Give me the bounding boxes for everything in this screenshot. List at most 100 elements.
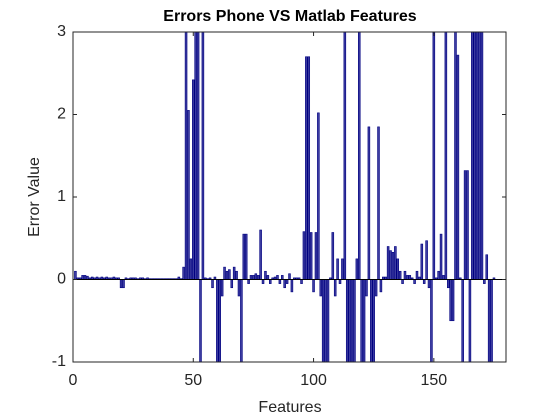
bar — [451, 279, 455, 322]
bar — [398, 270, 402, 280]
bar — [456, 54, 460, 280]
bar — [232, 266, 236, 280]
x-tick-label: 50 — [184, 372, 202, 389]
bar — [264, 270, 267, 280]
bar — [119, 279, 123, 289]
bar — [300, 279, 303, 284]
bar — [444, 32, 448, 280]
y-tick-label: -1 — [52, 353, 66, 370]
bar — [235, 270, 238, 280]
bar — [391, 251, 395, 280]
bar — [367, 126, 371, 280]
plot-area — [73, 32, 506, 362]
bar — [432, 32, 436, 280]
bar — [406, 275, 409, 280]
bar — [483, 279, 486, 284]
bar — [468, 279, 472, 362]
y-tick-label: 2 — [57, 106, 66, 123]
bar — [403, 270, 407, 280]
bar — [216, 279, 219, 362]
bar — [374, 279, 378, 297]
bar — [319, 279, 323, 297]
x-tick-label: 0 — [69, 372, 78, 389]
bar — [312, 279, 315, 293]
bar — [461, 279, 464, 362]
bar — [321, 279, 325, 362]
bar — [478, 32, 481, 280]
bar — [223, 266, 226, 280]
bar — [377, 126, 380, 280]
bar — [365, 279, 368, 297]
bar — [324, 279, 327, 362]
bar — [249, 275, 253, 280]
y-tick-label: 0 — [57, 271, 66, 288]
bar — [480, 32, 484, 280]
bar — [370, 279, 373, 362]
bar — [473, 32, 476, 280]
bar — [372, 279, 375, 362]
bar — [317, 112, 320, 280]
bar — [341, 258, 344, 280]
bar — [182, 266, 185, 280]
y-axis-label: Error Value — [26, 157, 43, 237]
bar — [211, 279, 214, 289]
bar — [230, 279, 234, 289]
bar — [449, 279, 452, 322]
bar — [425, 240, 428, 280]
bar — [338, 279, 342, 284]
bar — [278, 279, 282, 284]
bar — [201, 32, 205, 280]
bar — [266, 275, 270, 280]
bar — [442, 275, 445, 280]
bar — [357, 32, 361, 280]
bar — [302, 231, 306, 280]
bar — [475, 32, 479, 280]
bar — [225, 270, 229, 280]
bar — [81, 275, 84, 280]
x-tick-label: 100 — [300, 372, 327, 389]
bar — [305, 56, 308, 280]
bar — [268, 279, 272, 284]
bar — [408, 275, 412, 280]
bar — [326, 279, 330, 362]
bar — [348, 279, 351, 362]
y-tick-label: 1 — [57, 188, 66, 205]
bar — [228, 269, 231, 280]
bar — [430, 279, 433, 362]
bar — [454, 32, 457, 280]
bar — [447, 279, 450, 289]
bar — [353, 279, 356, 362]
bar — [254, 273, 258, 280]
bar — [285, 279, 289, 284]
bar — [362, 279, 366, 362]
bar — [345, 279, 349, 362]
bar — [307, 56, 311, 280]
bar — [350, 279, 354, 362]
bar — [343, 32, 347, 280]
bar — [237, 279, 241, 297]
bar — [413, 279, 416, 284]
bar — [194, 32, 197, 280]
bar — [396, 258, 400, 280]
bar — [333, 279, 337, 297]
bar — [463, 170, 467, 280]
bar — [439, 233, 443, 280]
bar — [192, 79, 195, 280]
x-axis-label: Features — [258, 399, 321, 416]
bar — [427, 279, 431, 289]
bar — [331, 232, 335, 280]
bar — [485, 254, 489, 280]
bar — [281, 275, 284, 280]
bar — [437, 270, 440, 280]
bar — [196, 32, 200, 280]
bar — [415, 270, 419, 280]
bar — [389, 250, 392, 280]
bar — [256, 275, 260, 280]
bar — [314, 232, 318, 280]
bar — [252, 275, 255, 280]
chart-title: Errors Phone VS Matlab Features — [163, 8, 417, 25]
bar — [420, 243, 424, 280]
bar — [184, 32, 188, 280]
bar — [199, 279, 202, 362]
